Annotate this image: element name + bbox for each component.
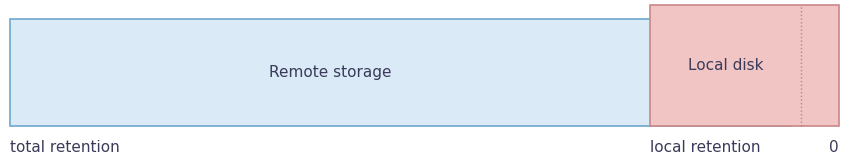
- Text: total retention: total retention: [10, 140, 120, 155]
- Text: Local disk: Local disk: [688, 58, 764, 73]
- Bar: [650, 5, 839, 126]
- Text: 0: 0: [830, 140, 839, 155]
- Text: local retention: local retention: [650, 140, 761, 155]
- Bar: [10, 19, 792, 126]
- Text: Remote storage: Remote storage: [269, 65, 391, 80]
